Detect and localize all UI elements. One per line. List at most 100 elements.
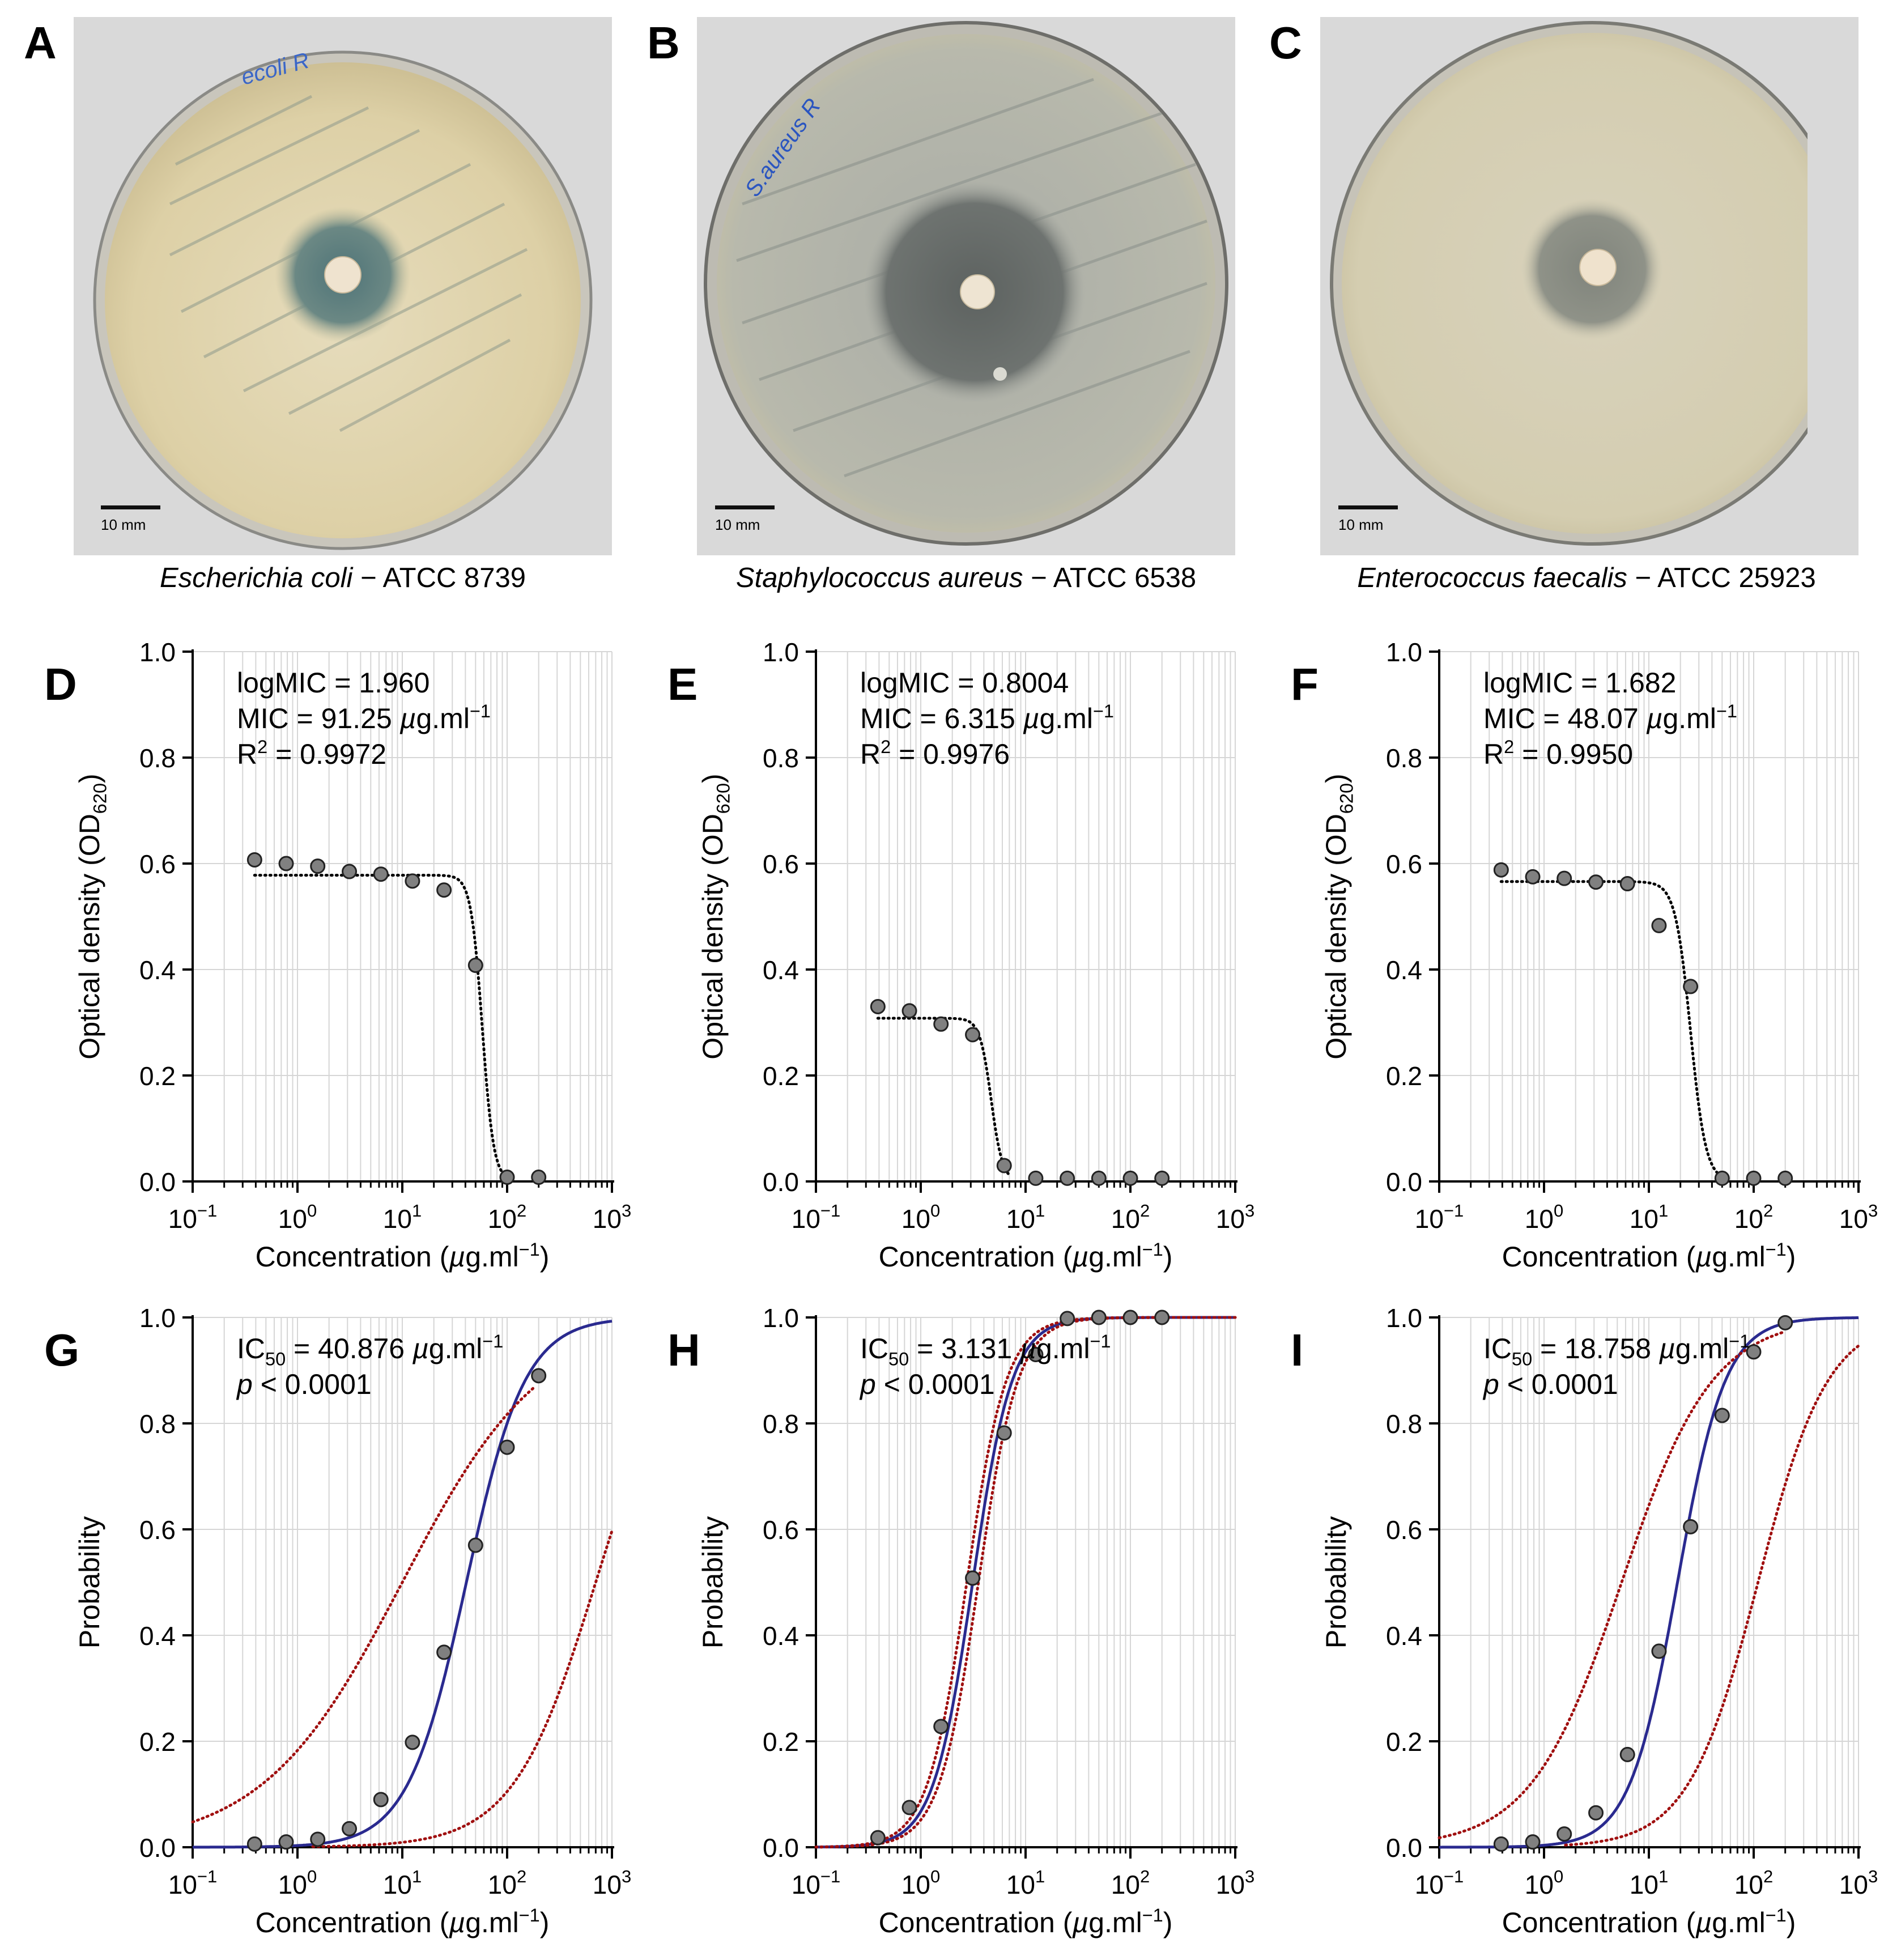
y-tick-label: 0.6: [139, 1515, 176, 1545]
x-tick-label: 101: [383, 1867, 422, 1899]
scale-text-a: 10 mm: [101, 516, 146, 533]
strain-a: − ATCC 8739: [352, 563, 526, 593]
y-tick-label: 0.6: [139, 849, 176, 879]
x-tick-label: 102: [488, 1867, 526, 1899]
y-tick-label: 0.8: [763, 1409, 799, 1439]
panel-label-c: C: [1269, 18, 1302, 68]
strain-c: − ATCC 25923: [1627, 563, 1816, 593]
curve-upper-95-ci: [1438, 1330, 1787, 1839]
data-point: [901, 1800, 917, 1816]
annotation-2: MIC = 91.25 µg.ml−1: [237, 701, 491, 734]
grid-f: [1439, 651, 1859, 1182]
annotation-1: logMIC = 0.8004: [860, 667, 1069, 699]
data-point: [933, 1719, 949, 1734]
y-tick-label: 0.4: [1386, 1621, 1422, 1651]
data-point: [1619, 876, 1635, 892]
data-point: [531, 1368, 547, 1384]
data-point: [996, 1425, 1012, 1441]
data-point: [405, 1734, 420, 1750]
data-point: [1028, 1170, 1044, 1186]
caption-b: Staphylococcus aureus − ATCC 6538: [654, 562, 1278, 594]
y-tick-label: 1.0: [1386, 637, 1422, 667]
y-tick-label: 0.2: [1386, 1061, 1422, 1091]
data-point: [1683, 979, 1699, 994]
annotation-1: IC50 = 18.758 µg.ml−1: [1483, 1331, 1750, 1370]
data-point: [1493, 862, 1509, 878]
y-tick-label: 0.0: [763, 1167, 799, 1197]
annotation-3: R2 = 0.9972: [237, 737, 386, 770]
data-point: [436, 882, 452, 898]
data-point: [1651, 1643, 1667, 1659]
y-tick-label: 0.8: [1386, 1409, 1422, 1439]
x-tick-label: 100: [901, 1867, 940, 1899]
x-tick-label: 10−1: [792, 1867, 841, 1899]
photo-plate-c: [1320, 17, 1859, 555]
caption-a: Escherichia coli − ATCC 8739: [31, 562, 654, 594]
x-tick-label: 100: [278, 1867, 317, 1899]
data-point: [1493, 1836, 1509, 1852]
x-tick-label: 10−1: [168, 1201, 218, 1234]
annotation-1: logMIC = 1.682: [1483, 667, 1676, 699]
panel-label-a: A: [24, 18, 57, 68]
y-axis-label: Probability: [74, 1516, 105, 1648]
y-tick-label: 1.0: [763, 637, 799, 667]
annotation-3: R2 = 0.9976: [860, 737, 1010, 770]
data-point: [1683, 1519, 1699, 1534]
x-axis-label: Concentration (µg.ml−1): [879, 1239, 1173, 1273]
x-tick-label: 101: [1006, 1201, 1045, 1234]
data-point: [246, 1836, 262, 1852]
x-tick-label: 100: [1525, 1867, 1563, 1899]
caption-c: Enterococcus faecalis − ATCC 25923: [1275, 562, 1898, 594]
data-point: [278, 856, 294, 871]
species-c: Enterococcus faecalis: [1357, 563, 1627, 593]
y-tick-label: 0.0: [139, 1833, 176, 1863]
scale-bar-c: 10 mm: [1338, 505, 1398, 534]
data-point: [1525, 1834, 1541, 1850]
panel-label-b: B: [647, 18, 680, 68]
data-point: [1060, 1311, 1075, 1326]
x-axis-label: Concentration (µg.ml−1): [256, 1905, 550, 1938]
data-point: [499, 1170, 515, 1185]
data-point: [342, 864, 358, 879]
data-point: [1714, 1170, 1730, 1186]
y-tick-label: 0.0: [763, 1833, 799, 1863]
data-point: [1525, 869, 1541, 885]
x-tick-label: 100: [1525, 1201, 1563, 1234]
photo-plate-b: S.aureus R: [697, 17, 1235, 555]
data-point: [870, 1830, 886, 1846]
annotation-1: logMIC = 1.960: [237, 667, 429, 699]
data-point: [1122, 1170, 1138, 1186]
y-tick-label: 1.0: [1386, 1303, 1422, 1333]
data-point: [1588, 874, 1604, 890]
scale-bar-a: 10 mm: [101, 505, 160, 534]
y-axis-label: Optical density (OD620): [74, 773, 110, 1059]
y-axis-label: Probability: [1320, 1516, 1352, 1648]
panel-label-g: G: [44, 1325, 79, 1375]
data-point: [1651, 917, 1667, 933]
data-point: [901, 1003, 917, 1019]
chart-panel-g: G 0.0 0.2 0.4 0.6 0.8 1.0 10−1 100 101 102 103 Conce…: [44, 1303, 631, 1938]
petri-dish-a-image: ecoli R: [93, 48, 593, 550]
curve-upper-95-ci: [814, 1316, 1237, 1848]
data-point: [1556, 1826, 1572, 1842]
scale-text-b: 10 mm: [715, 516, 760, 533]
x-tick-label: 103: [593, 1201, 631, 1234]
petri-dish-c-image: [1330, 17, 1859, 555]
x-tick-label: 102: [1111, 1867, 1150, 1899]
chart-panel-e: E 0.0 0.2 0.4 0.6 0.8 1.0 10−1 100 101 102 103 Conce…: [667, 637, 1254, 1273]
data-point: [1588, 1805, 1604, 1821]
grid-d: [192, 651, 613, 1182]
x-tick-label: 102: [1734, 1867, 1773, 1899]
data-point: [531, 1170, 547, 1185]
photo-plate-a: ecoli R: [74, 17, 612, 555]
y-tick-label: 0.4: [763, 955, 799, 985]
panel-label-i: I: [1291, 1325, 1303, 1375]
y-tick-label: 0.0: [1386, 1833, 1422, 1863]
annotation-2: p < 0.0001: [1482, 1368, 1618, 1400]
x-tick-label: 10−1: [792, 1201, 841, 1234]
scale-bar-b: 10 mm: [715, 505, 775, 534]
curve-upper-95-ci: [191, 1386, 535, 1823]
data-point: [965, 1027, 981, 1043]
data-point: [1091, 1170, 1107, 1186]
